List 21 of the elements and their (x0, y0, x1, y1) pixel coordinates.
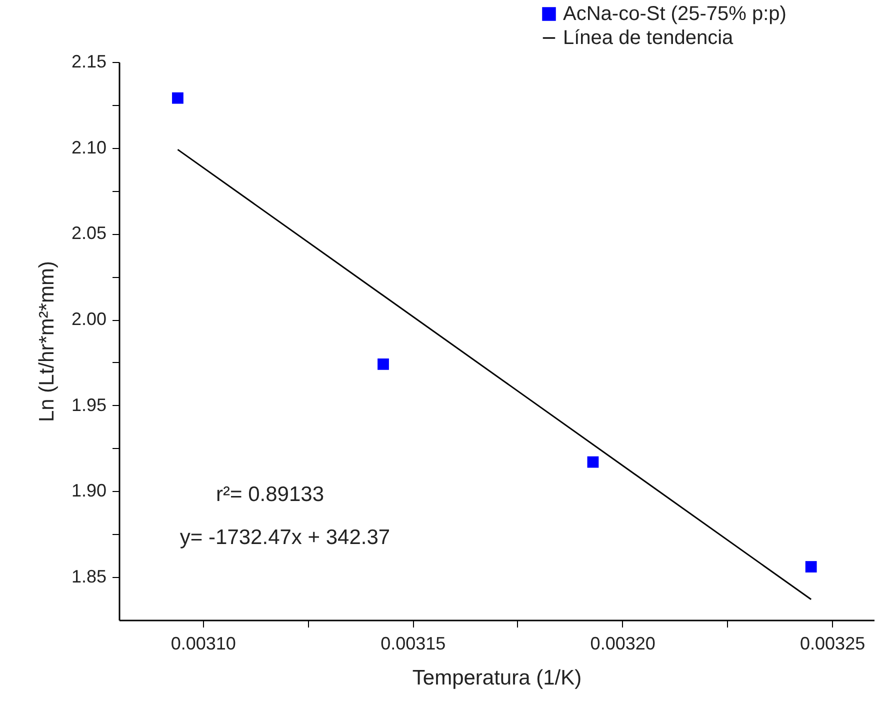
y-tick-label: 1.85 (71, 566, 106, 587)
x-tick-label: 0.00315 (380, 634, 446, 654)
legend-label: Línea de tendencia (563, 27, 734, 49)
y-tick-label: 2.15 (71, 52, 106, 72)
point (805, 561, 817, 572)
y-tick-label: 1.95 (71, 394, 106, 415)
x-tick-label: 0.00325 (800, 634, 866, 654)
y-tick-label: 1.90 (71, 480, 106, 501)
annotation: r²= 0.89133 (216, 483, 324, 506)
point (587, 456, 599, 468)
point (378, 358, 389, 370)
y-tick-label: 2.05 (71, 223, 106, 244)
x-axis-title: Temperatura (1/K) (412, 666, 582, 690)
annotation: y= -1732.47x + 342.37 (180, 526, 390, 549)
y-tick-label: 2.00 (71, 309, 106, 330)
y-axis-title: Ln (Lt/hr*m²*mm) (35, 260, 58, 422)
x-tick-label: 0.00320 (590, 634, 656, 654)
point (172, 92, 184, 104)
legend-label: AcNa-co-St (25-75% p:p) (563, 3, 786, 25)
y-tick-label: 2.10 (71, 137, 106, 158)
x-tick-label: 0.00310 (170, 634, 236, 654)
